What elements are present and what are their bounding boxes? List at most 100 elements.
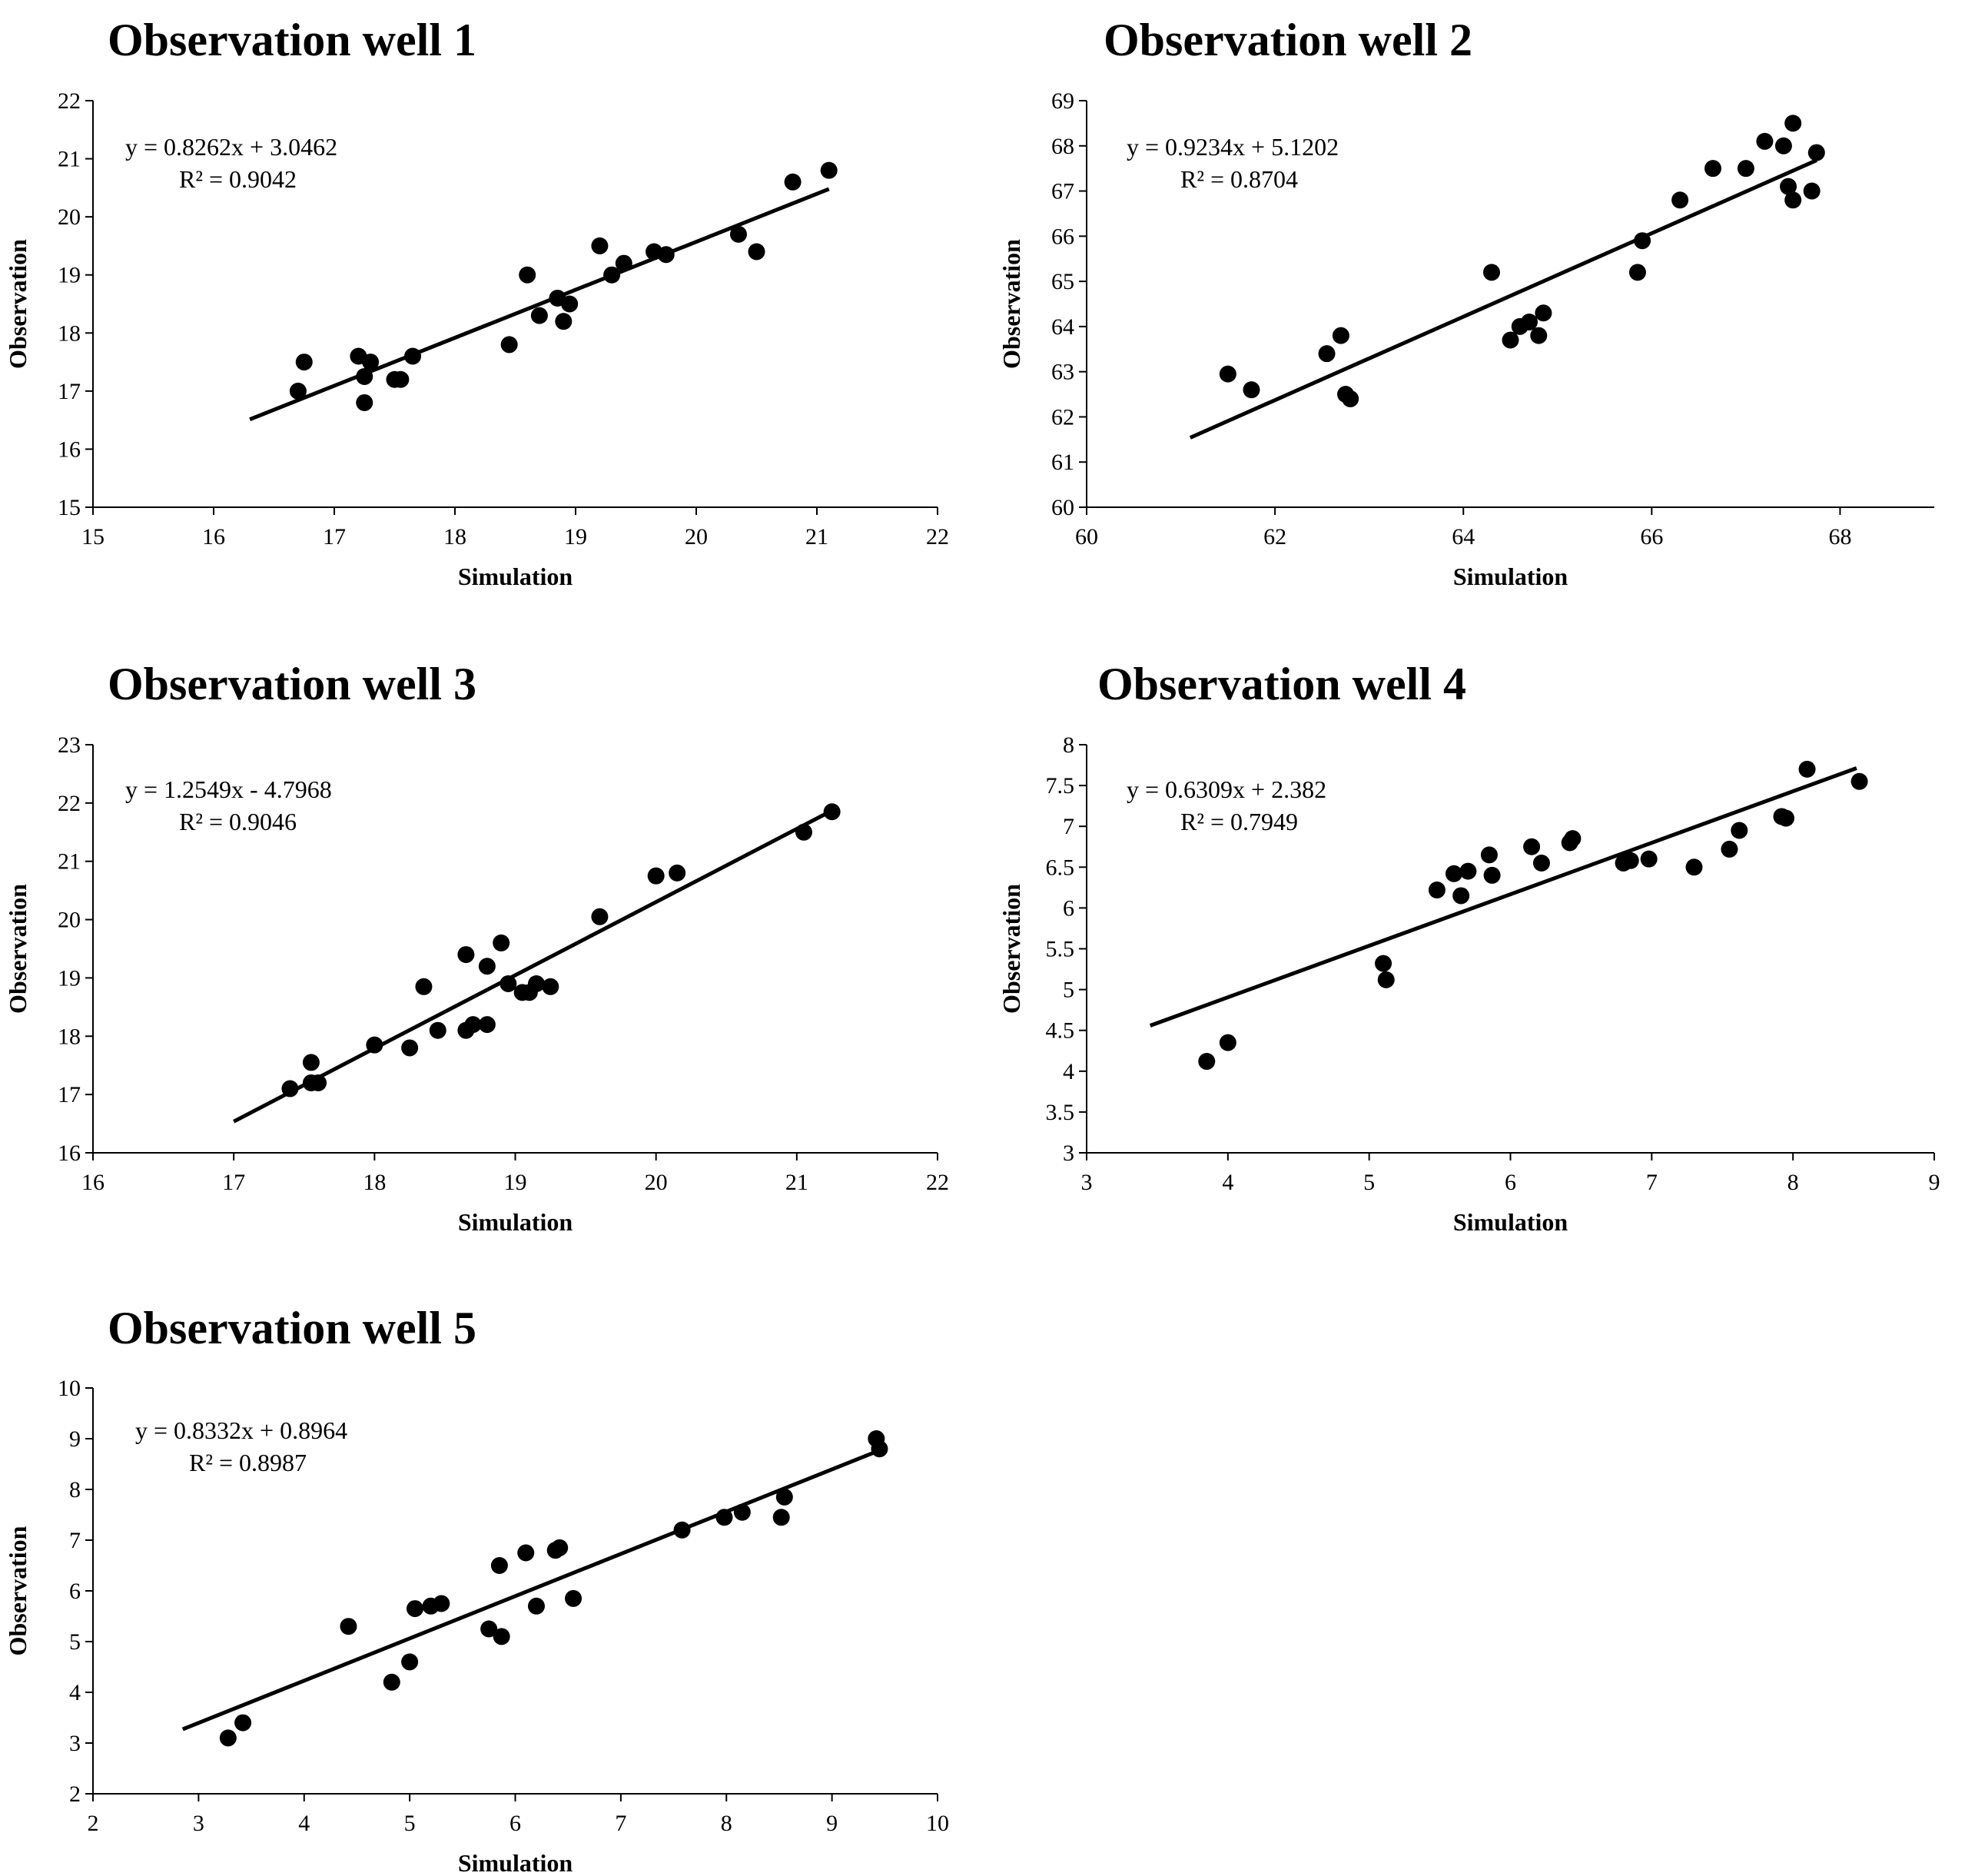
data-point xyxy=(784,173,802,191)
data-point xyxy=(561,295,579,313)
x-tick-label: 16 xyxy=(202,524,225,550)
data-point xyxy=(1807,144,1825,161)
y-tick-label: 21 xyxy=(58,147,81,172)
y-tick-label: 65 xyxy=(1051,269,1074,294)
data-point xyxy=(1483,866,1501,884)
x-tick-label: 8 xyxy=(1787,1170,1799,1195)
data-point xyxy=(591,237,609,254)
x-tick-label: 4 xyxy=(298,1811,310,1836)
data-point xyxy=(519,266,536,284)
y-tick-label: 3 xyxy=(69,1731,81,1756)
x-tick-label: 9 xyxy=(1929,1170,1940,1195)
data-point xyxy=(362,354,380,371)
trend-equation: y = 0.6309x + 2.382 xyxy=(1127,775,1326,803)
y-tick-label: 22 xyxy=(58,791,81,816)
data-point xyxy=(772,1509,790,1526)
data-point xyxy=(1377,971,1395,988)
data-point xyxy=(478,958,496,975)
data-point xyxy=(795,823,812,841)
x-tick-label: 60 xyxy=(1075,524,1098,550)
trendline xyxy=(181,1450,875,1732)
x-axis-label: Simulation xyxy=(1453,1208,1568,1236)
x-tick-label: 17 xyxy=(323,524,346,550)
x-tick-label: 10 xyxy=(926,1811,949,1836)
y-tick-label: 61 xyxy=(1051,450,1074,475)
y-tick-label: 6 xyxy=(1063,895,1074,921)
chart-title: Observation well 4 xyxy=(1097,659,1466,709)
x-axis-label: Simulation xyxy=(458,563,573,590)
y-tick-label: 7.5 xyxy=(1046,773,1075,799)
data-point xyxy=(551,1539,569,1556)
y-tick-label: 18 xyxy=(58,320,81,346)
y-tick-label: 16 xyxy=(58,1141,81,1166)
trend-equation: y = 1.2549x - 4.7968 xyxy=(125,775,332,803)
x-tick-label: 7 xyxy=(615,1811,626,1836)
y-tick-label: 3 xyxy=(1063,1141,1074,1166)
data-point xyxy=(527,1597,545,1615)
y-tick-label: 2 xyxy=(69,1781,81,1807)
data-point xyxy=(219,1729,237,1747)
data-point xyxy=(1523,838,1541,855)
y-tick-label: 18 xyxy=(58,1024,81,1049)
y-tick-label: 20 xyxy=(58,204,81,230)
data-point xyxy=(1564,830,1582,848)
r-squared-label: R² = 0.9042 xyxy=(179,165,297,193)
data-point xyxy=(340,1618,357,1635)
y-tick-label: 8 xyxy=(69,1477,81,1502)
x-tick-label: 6 xyxy=(510,1811,521,1836)
data-point xyxy=(530,307,548,324)
trend-equation: y = 0.8332x + 0.8964 xyxy=(135,1416,347,1444)
data-point xyxy=(1459,862,1477,880)
data-point xyxy=(555,313,573,330)
data-point xyxy=(647,867,665,885)
y-tick-label: 66 xyxy=(1051,224,1074,249)
y-tick-label: 15 xyxy=(58,495,81,520)
data-point xyxy=(480,1620,498,1638)
y-tick-label: 3.5 xyxy=(1046,1100,1075,1125)
y-tick-label: 5.5 xyxy=(1046,937,1075,962)
y-tick-label: 4 xyxy=(69,1680,81,1705)
y-tick-label: 16 xyxy=(58,437,81,462)
data-point xyxy=(1685,858,1703,876)
trendline xyxy=(249,187,830,421)
data-point xyxy=(415,978,433,995)
data-point xyxy=(1480,846,1498,864)
data-point xyxy=(1721,840,1738,858)
chart-well-5: Observation well 5 2 3 4 5 6 7 8 9 10 2 3 4 5 6 7 8 9 10 Si… xyxy=(4,1303,949,1876)
data-point xyxy=(1521,314,1538,331)
x-tick-label: 18 xyxy=(443,524,466,550)
y-tick-label: 62 xyxy=(1051,404,1074,430)
chart-well-3: Observation well 3 16 17 18 19 20 21 22 16 17 18 19… xyxy=(4,659,949,1236)
data-point xyxy=(356,367,373,385)
data-point xyxy=(715,1509,733,1526)
x-tick-label: 18 xyxy=(363,1170,386,1195)
data-point xyxy=(1318,345,1336,363)
data-point xyxy=(733,1503,751,1521)
data-point xyxy=(1780,178,1797,195)
x-axis-label: Simulation xyxy=(458,1208,573,1236)
data-point xyxy=(1704,160,1721,178)
data-point xyxy=(1332,327,1349,344)
data-point xyxy=(401,1039,419,1057)
y-tick-label: 17 xyxy=(58,379,81,404)
data-point xyxy=(366,1036,383,1054)
y-tick-label: 5 xyxy=(1063,978,1074,1003)
y-tick-label: 68 xyxy=(1051,134,1074,159)
y-tick-label: 23 xyxy=(58,732,81,758)
data-point xyxy=(295,354,313,371)
data-point xyxy=(493,934,510,951)
y-tick-label: 63 xyxy=(1051,360,1074,385)
y-tick-label: 7 xyxy=(69,1528,81,1553)
data-point xyxy=(1671,191,1689,209)
y-tick-label: 7 xyxy=(1063,814,1074,839)
data-point xyxy=(401,1653,419,1671)
trend-equation: y = 0.8262x + 3.0462 xyxy=(125,133,337,161)
chart-well-1: Observation well 1 15 16 17 18 19 20 21 22 15 16 17… xyxy=(4,15,949,590)
r-squared-label: R² = 0.7949 xyxy=(1180,808,1298,835)
data-point xyxy=(1628,264,1646,281)
data-point xyxy=(603,266,621,284)
data-point xyxy=(1731,822,1748,839)
x-axis-label: Simulation xyxy=(1453,563,1568,590)
data-point xyxy=(500,336,518,354)
